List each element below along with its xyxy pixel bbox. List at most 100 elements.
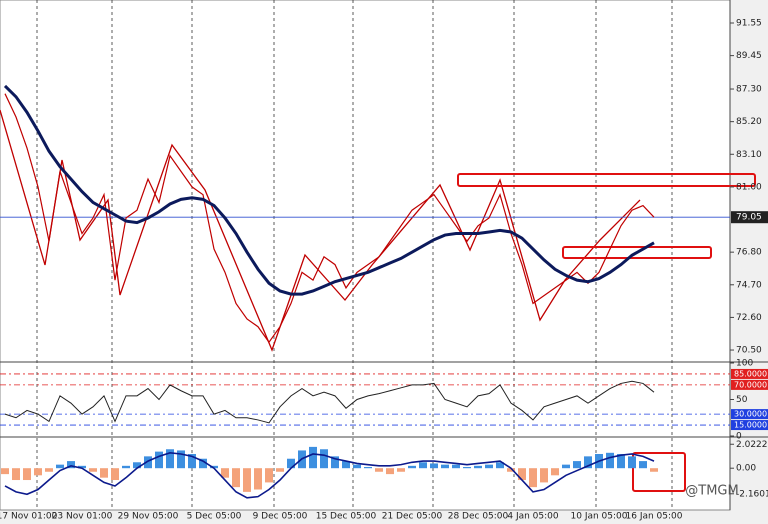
histogram-bar xyxy=(155,451,163,469)
histogram-bar xyxy=(573,461,581,469)
histogram-bar xyxy=(221,468,229,478)
x-tick-label: 9 Dec 05:00 xyxy=(253,512,308,522)
level-box xyxy=(731,379,768,390)
y-tick-label: 91.55 xyxy=(736,18,762,28)
y-tick-label: 74.70 xyxy=(736,280,762,290)
x-tick-label: 16 Jan 05:00 xyxy=(626,512,683,522)
y-tick-label: -2.1601 xyxy=(736,489,768,499)
histogram-bar xyxy=(34,468,42,476)
x-tick-label: 21 Dec 05:00 xyxy=(382,512,443,522)
histogram-bar xyxy=(419,462,427,469)
macd-highlight-box xyxy=(632,452,686,492)
y-tick-label: 100 xyxy=(736,359,753,369)
watermark: @TMGM xyxy=(685,484,738,499)
histogram-bar xyxy=(507,468,515,472)
histogram-bar xyxy=(496,462,504,469)
histogram-bar xyxy=(562,464,570,469)
histogram-bar xyxy=(518,468,526,481)
histogram-bar xyxy=(89,468,97,472)
histogram-bar xyxy=(111,468,119,481)
histogram-bar xyxy=(430,463,438,469)
histogram-bar xyxy=(474,465,482,469)
series-line xyxy=(4,93,655,344)
histogram-bar xyxy=(1,468,9,475)
histogram-bar xyxy=(584,456,592,469)
histogram-bar xyxy=(628,456,636,469)
histogram-bar xyxy=(320,449,328,469)
current-price-label: 79.05 xyxy=(736,213,762,223)
y-tick-label: 81.00 xyxy=(736,182,762,192)
histogram-bar xyxy=(606,452,614,469)
series-line xyxy=(3,84,655,296)
y-tick-label: 50 xyxy=(736,395,748,405)
histogram-bar xyxy=(122,465,130,469)
histogram-bar xyxy=(12,468,20,481)
zigzag xyxy=(0,109,641,352)
histogram-bar xyxy=(617,453,625,469)
histogram-bar xyxy=(45,468,53,472)
x-tick-label: 10 Jan 05:00 xyxy=(571,512,628,522)
histogram-bar xyxy=(540,468,548,483)
y-tick-label: 2.0222 xyxy=(736,440,768,450)
histogram-bar xyxy=(23,468,31,481)
histogram-bar xyxy=(639,461,647,469)
series-line xyxy=(4,380,655,424)
histogram-bar xyxy=(276,468,284,472)
histogram-bar xyxy=(331,456,339,469)
level-label: 30.0000 xyxy=(734,410,767,419)
histogram-bar xyxy=(265,468,273,483)
x-tick-label: 28 Dec 05:00 xyxy=(448,512,509,522)
histogram-bar xyxy=(67,461,75,469)
y-tick-label: 70.50 xyxy=(736,346,762,356)
histogram-bar xyxy=(452,464,460,469)
histogram-bar xyxy=(375,468,383,472)
level-label: 85.0000 xyxy=(734,369,767,378)
histogram-bar xyxy=(441,464,449,469)
x-tick-label: 15 Dec 05:00 xyxy=(316,512,377,522)
histogram-bar xyxy=(485,464,493,469)
y-tick-label: 0.00 xyxy=(736,464,756,474)
x-tick-label: 23 Nov 01:00 xyxy=(52,512,113,522)
histogram-bar xyxy=(254,468,262,490)
histogram-bar xyxy=(243,468,251,492)
current-price-box xyxy=(731,211,768,224)
histogram-bar xyxy=(287,458,295,469)
histogram-bar xyxy=(177,450,185,469)
x-tick-label: 5 Dec 05:00 xyxy=(187,512,242,522)
histogram-bar xyxy=(551,468,559,476)
level-box xyxy=(731,420,768,431)
y-tick-label: 87.30 xyxy=(736,85,762,95)
x-tick-label: 4 Jan 05:00 xyxy=(507,512,559,522)
histogram-bar xyxy=(144,456,152,469)
y-tick-label: 85.20 xyxy=(736,117,762,127)
y-tick-label: 0 xyxy=(736,432,742,442)
histogram-bar xyxy=(650,468,658,472)
level-box xyxy=(731,368,768,379)
support-box xyxy=(562,246,712,259)
level-label: 15.0000 xyxy=(734,421,767,430)
plot-frame xyxy=(0,0,731,511)
histogram-bar xyxy=(100,468,108,478)
histogram-bar xyxy=(353,464,361,469)
histogram-bar xyxy=(232,468,240,488)
series-line xyxy=(4,451,655,499)
histogram-bar xyxy=(386,468,394,475)
histogram-bar xyxy=(166,449,174,469)
level-label: 70.0000 xyxy=(734,380,767,389)
histogram-bar xyxy=(309,446,317,469)
y-tick-label: 72.60 xyxy=(736,313,762,323)
y-tick-label: 83.10 xyxy=(736,150,762,160)
histogram-bar xyxy=(342,461,350,469)
histogram-bar xyxy=(199,458,207,469)
x-tick-label: 29 Nov 05:00 xyxy=(118,512,179,522)
histogram-bar xyxy=(210,465,218,469)
histogram-bar xyxy=(364,467,372,469)
histogram-bar xyxy=(397,468,405,472)
level-box xyxy=(731,409,768,420)
histogram-bar xyxy=(133,462,141,469)
histogram-bar xyxy=(188,453,196,469)
y-tick-label: 89.45 xyxy=(736,51,762,61)
histogram-bar xyxy=(463,467,471,469)
y-tick-label: 76.80 xyxy=(736,248,762,258)
